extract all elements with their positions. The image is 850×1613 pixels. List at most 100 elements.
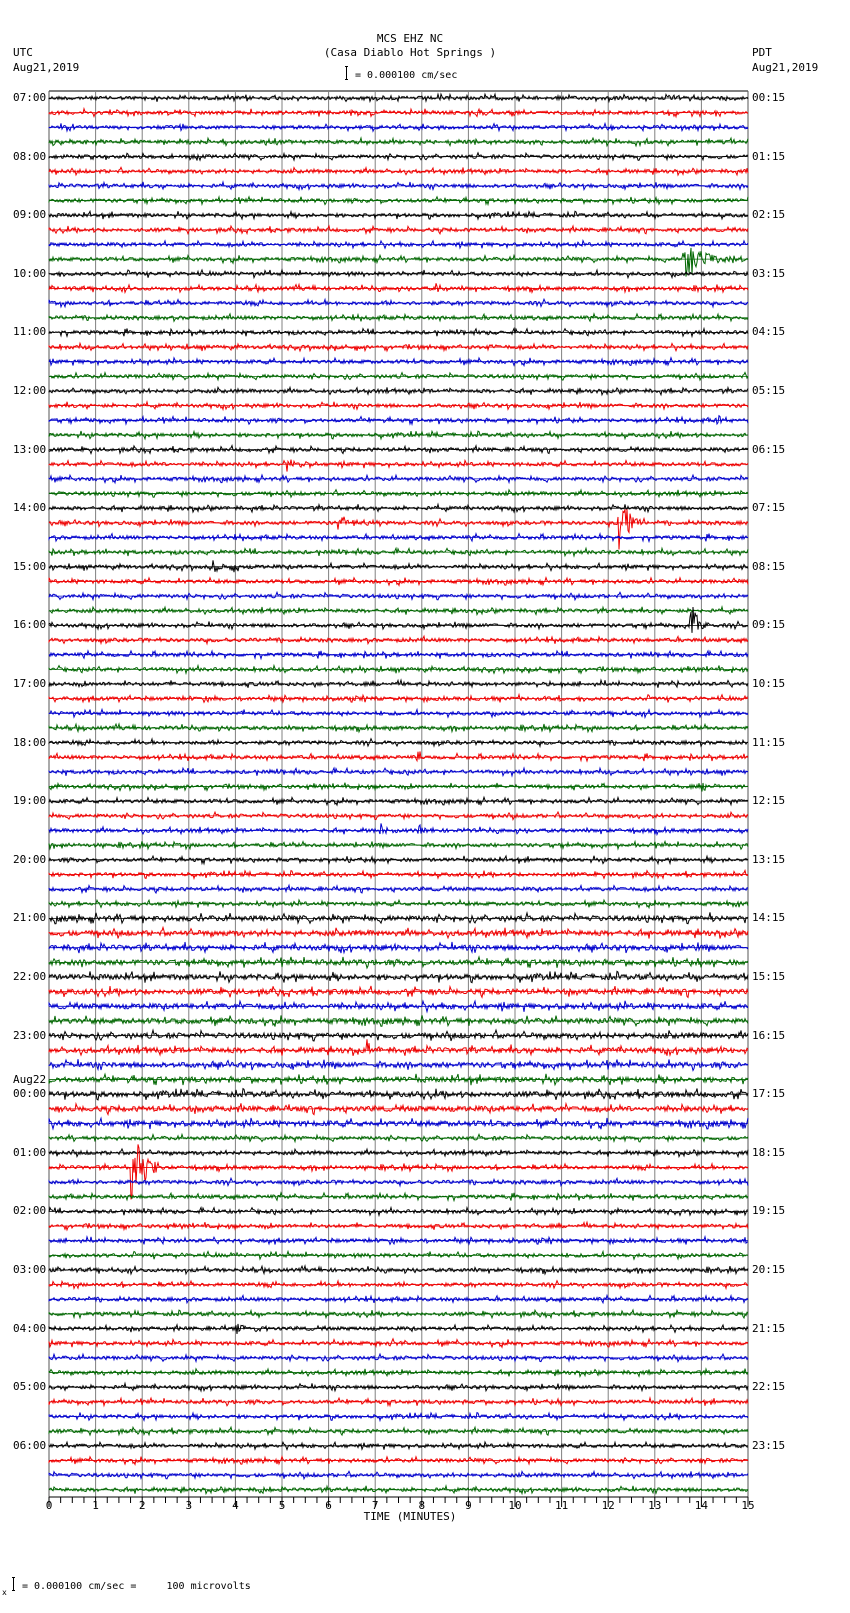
utc-time-label: 10:00 xyxy=(13,266,47,280)
utc-time-label: 08:00 xyxy=(13,149,47,163)
pdt-time-label: 23:15 xyxy=(752,1438,786,1452)
trace-row xyxy=(48,663,749,676)
pdt-time-label: 08:15 xyxy=(752,559,786,573)
trace-row xyxy=(48,1308,749,1320)
pdt-time-label: 17:15 xyxy=(752,1087,786,1101)
date-label: Aug22 xyxy=(13,1073,47,1087)
pdt-time-label: 10:15 xyxy=(752,677,786,690)
utc-time-label: 12:00 xyxy=(13,384,47,397)
trace-row xyxy=(48,823,749,837)
x-tick-label: 11 xyxy=(554,1499,569,1512)
utc-time-label: 11:00 xyxy=(13,325,47,339)
x-tick-label: 13 xyxy=(648,1499,662,1512)
right-date: Aug21,2019 xyxy=(752,61,819,74)
trace-row xyxy=(48,488,749,499)
x-tick-label: 1 xyxy=(92,1499,99,1512)
trace-row xyxy=(48,1101,749,1117)
pdt-time-label: 07:15 xyxy=(752,501,786,515)
trace-row xyxy=(48,722,749,734)
x-tick-label: 14 xyxy=(694,1499,709,1512)
trace-row xyxy=(48,458,749,472)
footer-scale-bar-icon xyxy=(12,1577,15,1591)
trace-row xyxy=(48,151,749,162)
utc-time-label: 03:00 xyxy=(13,1263,47,1276)
trace-row xyxy=(48,839,749,851)
pdt-time-label: 05:15 xyxy=(752,384,786,397)
trace-row xyxy=(48,1264,749,1276)
trace-row xyxy=(48,1279,749,1291)
trace-row xyxy=(48,692,748,704)
trace-row xyxy=(48,282,749,295)
pdt-time-label: 20:15 xyxy=(752,1263,786,1276)
footer-scale-text: = 0.000100 cm/sec = 100 microvolts xyxy=(22,1581,251,1592)
trace-row xyxy=(48,781,749,792)
utc-time-label: 20:00 xyxy=(13,852,47,866)
x-tick-label: 5 xyxy=(278,1499,286,1512)
pdt-time-label: 22:15 xyxy=(752,1380,786,1394)
utc-time-label: 16:00 xyxy=(13,618,47,632)
pdt-time-label: 21:15 xyxy=(752,1321,786,1335)
pdt-time-label: 03:15 xyxy=(752,266,786,280)
pdt-time-label: 12:15 xyxy=(752,794,786,808)
trace-row xyxy=(48,1352,749,1364)
trace-row xyxy=(48,1144,749,1200)
utc-time-label: 17:00 xyxy=(13,677,47,690)
left-timezone: UTC xyxy=(13,46,33,59)
trace-row xyxy=(48,1234,749,1246)
trace-row xyxy=(48,356,749,368)
x-axis-label: TIME (MINUTES) xyxy=(363,1510,457,1523)
trace-row xyxy=(48,1015,749,1028)
x-tick-label: 10 xyxy=(508,1499,522,1512)
trace-row xyxy=(48,1039,749,1057)
station-location: (Casa Diablo Hot Springs ) xyxy=(323,46,497,59)
trace-row xyxy=(48,239,749,250)
trace-row xyxy=(48,1323,749,1335)
x-tick-label: 8 xyxy=(418,1499,426,1512)
right-timezone: PDT xyxy=(752,46,772,59)
trace-row xyxy=(48,751,749,763)
pdt-time-label: 01:15 xyxy=(752,149,786,163)
utc-time-label: 06:00 xyxy=(13,1438,47,1452)
utc-time-label: 19:00 xyxy=(13,794,47,808)
trace-row xyxy=(48,984,749,999)
x-tick-label: 9 xyxy=(465,1499,472,1512)
pdt-time-label: 18:15 xyxy=(752,1145,786,1159)
pdt-time-label: 02:15 xyxy=(752,208,786,222)
utc-time-label: 21:00 xyxy=(13,911,47,925)
x-tick-label: 3 xyxy=(185,1499,193,1512)
x-tick-label: 4 xyxy=(232,1499,239,1512)
utc-time-label: 05:00 xyxy=(13,1380,47,1394)
pdt-time-label: 15:15 xyxy=(752,970,786,983)
utc-time-label: 09:00 xyxy=(13,208,47,222)
utc-time-label: 15:00 xyxy=(13,559,47,573)
trace-row xyxy=(48,414,749,427)
trace-row xyxy=(48,925,749,940)
pdt-time-label: 11:15 xyxy=(752,735,786,749)
trace-row xyxy=(48,399,749,412)
trace-row xyxy=(48,106,749,119)
trace-row xyxy=(48,180,749,192)
x-tick-label: 6 xyxy=(325,1499,332,1512)
utc-time-label: 00:00 xyxy=(13,1087,47,1101)
trace-row xyxy=(48,590,749,602)
trace-row xyxy=(48,766,749,778)
x-tick-label: 15 xyxy=(741,1499,755,1512)
utc-time-label: 14:00 xyxy=(13,501,47,515)
utc-time-label: 04:00 xyxy=(13,1321,47,1335)
trace-row xyxy=(48,999,749,1014)
utc-time-label: 22:00 xyxy=(13,970,47,983)
trace-row xyxy=(48,531,749,544)
trace-row xyxy=(48,209,749,221)
pdt-time-label: 13:15 xyxy=(752,852,786,866)
trace-row xyxy=(48,970,749,984)
pdt-time-label: 16:15 xyxy=(752,1028,786,1042)
trace-row xyxy=(48,678,749,689)
trace-row xyxy=(48,810,749,821)
trace-row xyxy=(48,443,749,455)
pdt-time-label: 06:15 xyxy=(752,442,786,456)
x-tick-label: 2 xyxy=(138,1499,146,1512)
utc-time-label: 23:00 xyxy=(13,1028,47,1042)
scale-text: = 0.000100 cm/sec xyxy=(355,70,458,81)
utc-time-label: 01:00 xyxy=(13,1145,47,1159)
